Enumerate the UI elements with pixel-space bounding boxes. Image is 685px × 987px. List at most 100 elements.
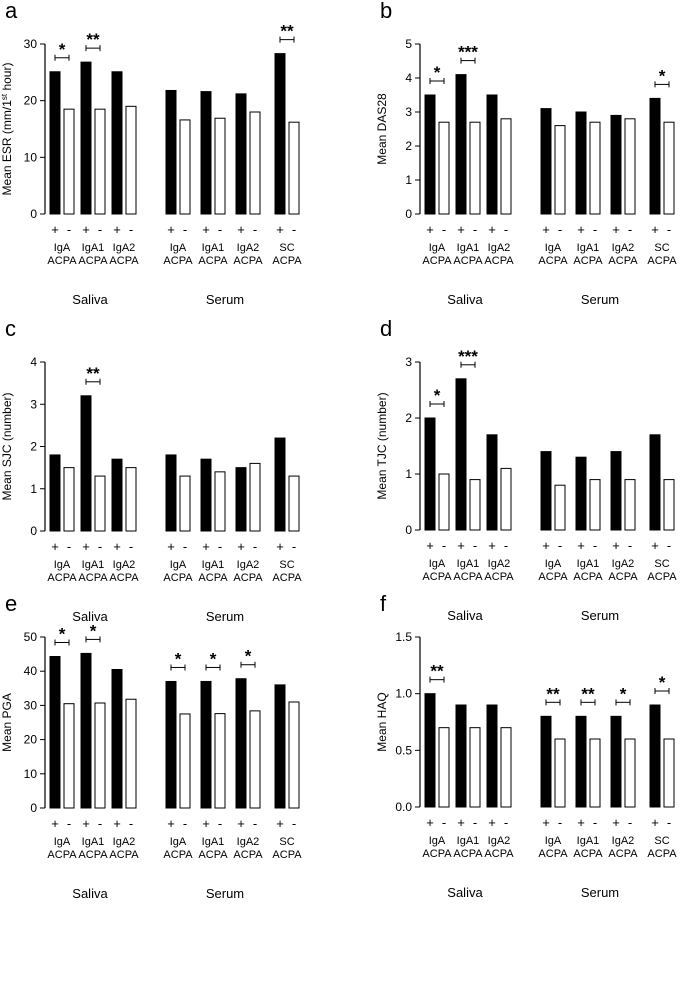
- sign-positive: +: [457, 222, 465, 237]
- category-label: IgA ACPA: [538, 835, 568, 860]
- y-tick-label: 0.0: [395, 800, 412, 814]
- sign-negative: -: [667, 815, 671, 830]
- y-axis-label: Mean HAQ: [375, 692, 389, 751]
- y-axis-label: Mean SJC (number): [0, 392, 14, 500]
- sign-negative: -: [504, 222, 508, 237]
- bar-negative: [288, 121, 300, 215]
- significance-stars: *: [659, 673, 666, 692]
- bar-negative: [554, 125, 566, 215]
- bar-negative: [214, 117, 226, 215]
- y-tick-label: 1.5: [395, 630, 412, 644]
- bar-positive: [49, 71, 61, 215]
- bar-positive: [165, 680, 177, 809]
- category-label: IgA ACPA: [163, 559, 193, 584]
- significance-stars: *: [434, 63, 441, 82]
- category-label: IgA1 ACPA: [573, 242, 603, 267]
- y-tick-label: 30: [24, 37, 38, 51]
- sign-positive: +: [237, 539, 245, 554]
- sign-positive: +: [82, 222, 90, 237]
- significance-stars: **: [86, 364, 100, 383]
- sign-positive: +: [426, 538, 434, 553]
- bar-negative: [179, 119, 191, 215]
- bar-positive: [540, 715, 552, 808]
- sign-negative: -: [593, 222, 597, 237]
- bar-negative: [288, 701, 300, 809]
- significance-stars: *: [659, 66, 666, 85]
- bar-negative: [179, 475, 191, 532]
- category-label: SC ACPA: [647, 835, 677, 860]
- y-tick-label: 3: [405, 355, 412, 369]
- category-label: IgA ACPA: [47, 559, 77, 584]
- category-label: IgA2 ACPA: [484, 835, 514, 860]
- category-label: IgA2 ACPA: [608, 835, 638, 860]
- category-label: IgA1 ACPA: [198, 836, 228, 861]
- bar-negative: [500, 118, 512, 215]
- bar-positive: [610, 715, 622, 808]
- bar-positive: [455, 704, 467, 808]
- sign-negative: -: [292, 222, 296, 237]
- group-label-saliva: Saliva: [447, 885, 483, 900]
- bar-positive: [200, 680, 212, 809]
- sign-positive: +: [542, 815, 550, 830]
- bar-negative: [624, 738, 636, 808]
- bar-negative: [624, 479, 636, 531]
- category-label: IgA ACPA: [422, 242, 452, 267]
- sign-negative: -: [442, 222, 446, 237]
- bar-positive: [274, 684, 286, 809]
- y-tick-label: 2: [30, 440, 37, 454]
- sign-positive: +: [577, 815, 585, 830]
- bar-positive: [80, 652, 92, 809]
- bar-negative: [94, 475, 106, 532]
- bar-negative: [663, 738, 675, 808]
- y-axis-label: Mean PGA: [0, 693, 14, 752]
- sign-negative: -: [129, 816, 133, 831]
- sign-positive: +: [612, 815, 620, 830]
- group-label-saliva: Saliva: [72, 886, 108, 901]
- bar-negative: [469, 121, 481, 215]
- y-tick-label: 1: [405, 173, 412, 187]
- category-label: SC ACPA: [272, 242, 302, 267]
- bar-negative: [94, 108, 106, 215]
- category-label: IgA2 ACPA: [109, 836, 139, 861]
- bar-positive: [49, 655, 61, 809]
- sign-negative: -: [473, 222, 477, 237]
- sign-negative: -: [67, 222, 71, 237]
- significance-stars: **: [581, 684, 595, 703]
- bar-positive: [486, 704, 498, 808]
- sign-positive: +: [202, 222, 210, 237]
- category-label: IgA1 ACPA: [453, 242, 483, 267]
- category-label: IgA2 ACPA: [608, 242, 638, 267]
- category-label: IgA ACPA: [47, 242, 77, 267]
- sign-positive: +: [202, 816, 210, 831]
- sign-positive: +: [426, 815, 434, 830]
- bar-negative: [63, 108, 75, 215]
- sign-negative: -: [218, 816, 222, 831]
- y-tick-label: 0.5: [395, 743, 412, 757]
- significance-stars: *: [210, 649, 217, 668]
- bar-negative: [438, 473, 450, 531]
- bar-positive: [649, 704, 661, 808]
- significance-stars: *: [245, 647, 252, 666]
- sign-negative: -: [98, 539, 102, 554]
- y-tick-label: 3: [405, 105, 412, 119]
- significance-stars: *: [59, 40, 66, 59]
- significance-stars: **: [430, 662, 444, 681]
- sign-negative: -: [218, 222, 222, 237]
- category-label: IgA2 ACPA: [109, 559, 139, 584]
- significance-stars: ***: [458, 43, 478, 62]
- y-tick-label: 2: [405, 411, 412, 425]
- y-axis-label: Mean ESR (mm/1st hour): [0, 63, 14, 196]
- bar-negative: [469, 479, 481, 531]
- bar-negative: [214, 471, 226, 532]
- category-label: IgA2 ACPA: [233, 242, 263, 267]
- sign-positive: +: [651, 815, 659, 830]
- category-label: IgA1 ACPA: [573, 558, 603, 583]
- sign-negative: -: [253, 539, 257, 554]
- y-tick-label: 0: [30, 524, 37, 538]
- sign-positive: +: [577, 222, 585, 237]
- sign-negative: -: [67, 539, 71, 554]
- bar-positive: [424, 94, 436, 215]
